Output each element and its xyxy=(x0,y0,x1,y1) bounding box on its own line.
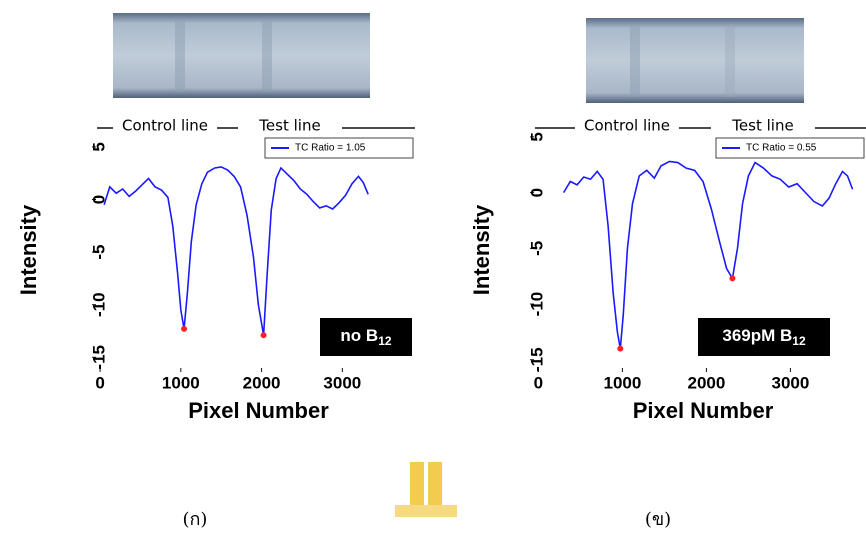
x-tick-label: 0 xyxy=(534,373,543,392)
header-label-bg xyxy=(238,118,342,138)
strip-photo-left xyxy=(113,13,370,98)
strip-photo-right xyxy=(586,18,804,103)
marker xyxy=(729,275,736,282)
y-tick-label: 5 xyxy=(89,142,108,151)
legend-label: TC Ratio = 0.55 xyxy=(746,143,817,154)
x-tick-label: 3000 xyxy=(771,373,809,392)
y-tick-label: -10 xyxy=(527,292,546,317)
marker xyxy=(617,345,624,352)
y-axis-label: Intensity xyxy=(16,204,41,295)
caption: (ก) xyxy=(183,509,208,530)
header-label: Test line xyxy=(258,117,320,135)
header-label-bg xyxy=(711,118,815,138)
data-line xyxy=(562,160,854,349)
y-tick-label: -15 xyxy=(89,345,108,370)
y-tick-label: -15 xyxy=(527,347,546,372)
legend-box xyxy=(264,137,414,159)
header-label-bg xyxy=(113,118,217,138)
data-line xyxy=(103,166,369,336)
annotation-subscript: 12 xyxy=(378,334,392,348)
marker xyxy=(181,325,188,332)
y-tick-label: -10 xyxy=(89,292,108,317)
x-tick-label: 2000 xyxy=(243,373,281,392)
x-tick-label: 3000 xyxy=(323,373,361,392)
y-axis-label: Intensity xyxy=(469,204,494,295)
x-axis-label: Pixel Number xyxy=(633,398,774,423)
x-tick-label: 1000 xyxy=(603,373,641,392)
annotation-text: no B xyxy=(340,326,378,345)
y-tick-label: 5 xyxy=(527,132,546,141)
x-tick-label: 2000 xyxy=(687,373,725,392)
header-label: Control line xyxy=(122,117,208,135)
legend-box xyxy=(715,137,865,159)
y-tick-label: 0 xyxy=(89,195,108,204)
x-axis-label: Pixel Number xyxy=(188,398,329,423)
caption: (ข) xyxy=(645,509,671,530)
header-label-bg xyxy=(575,118,679,138)
annotation: no B12 xyxy=(340,326,391,348)
annotation-box xyxy=(320,318,412,356)
annotation-box xyxy=(698,318,830,356)
marker xyxy=(260,332,267,339)
annotation-text: 369pM B xyxy=(722,326,792,345)
header-label: Test line xyxy=(731,117,793,135)
legend-label: TC Ratio = 1.05 xyxy=(295,143,366,154)
y-tick-label: 0 xyxy=(527,188,546,197)
annotation: 369pM B12 xyxy=(722,326,806,348)
header-label: Control line xyxy=(584,117,670,135)
y-tick-label: -5 xyxy=(89,245,108,260)
annotation-subscript: 12 xyxy=(792,334,806,348)
y-tick-label: -5 xyxy=(527,241,546,256)
x-tick-label: 1000 xyxy=(162,373,200,392)
x-tick-label: 0 xyxy=(95,373,104,392)
watermark xyxy=(395,462,457,517)
